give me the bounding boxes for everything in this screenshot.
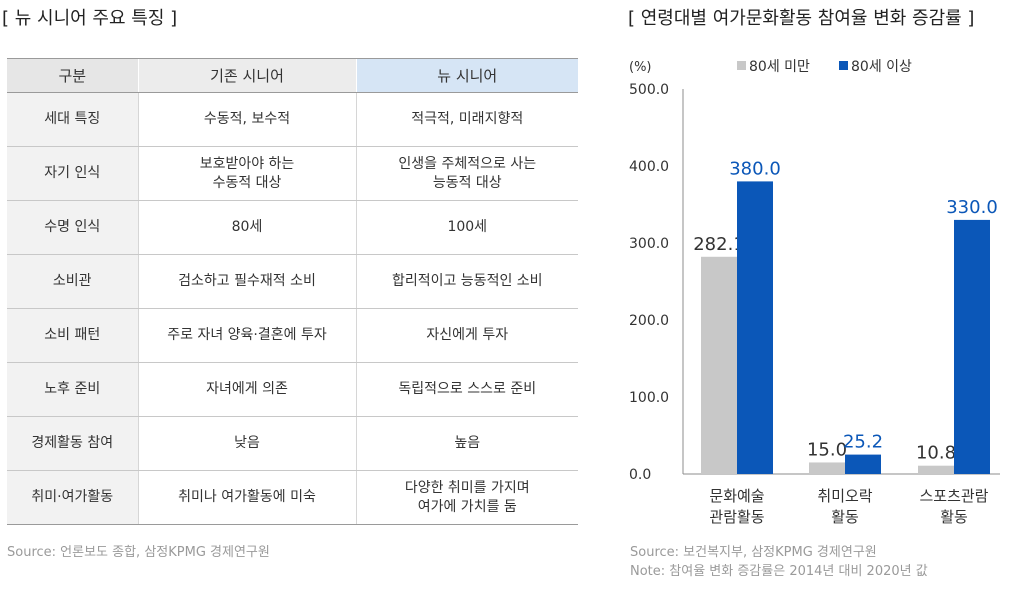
header-category: 구분 (7, 58, 138, 93)
table-row: 세대 특징 수동적, 보수적 적극적, 미래지향적 (7, 92, 578, 147)
table-row: 경제활동 참여 낮음 높음 (7, 416, 578, 471)
y-tick-label: 300.0 (629, 236, 669, 252)
bar (737, 181, 773, 474)
chart-note-text: Note: 참여율 변화 증감률은 2014년 대비 2020년 값 (630, 564, 928, 579)
row-header-cell: 소비 패턴 (7, 308, 138, 363)
x-tick-label: 취미오락 (817, 487, 872, 505)
table-row: 자기 인식 보호받아야 하는 수동적 대상 인생을 주체적으로 사는 능동적 대상 (7, 146, 578, 201)
data-label: 282.1 (693, 234, 745, 255)
new-senior-cell: 다양한 취미를 가지며 여가에 가치를 둠 (355, 470, 578, 525)
existing-senior-cell: 수동적, 보수적 (137, 92, 356, 147)
legend-label: 80세 이상 (851, 59, 912, 75)
y-tick-label: 100.0 (629, 390, 669, 406)
new-senior-cell: 높음 (355, 416, 578, 471)
data-label: 330.0 (946, 197, 998, 218)
table-title: [ 뉴 시니어 주요 특징 ] (2, 8, 178, 29)
existing-senior-cell: 자녀에게 의존 (137, 362, 356, 417)
existing-senior-cell: 취미나 여가활동에 미숙 (137, 470, 356, 525)
data-label: 15.0 (807, 439, 847, 460)
bar (845, 454, 881, 474)
y-tick-label: 500.0 (629, 82, 669, 98)
legend-swatch (839, 61, 848, 70)
table-row: 노후 준비 자녀에게 의존 독립적으로 스스로 준비 (7, 362, 578, 417)
row-header-cell: 자기 인식 (7, 146, 138, 201)
chart-title: [ 연령대별 여가문화활동 참여율 변화 증감률 ] (628, 8, 975, 29)
new-senior-cell: 합리적이고 능동적인 소비 (355, 254, 578, 309)
table-row: 취미·여가활동 취미나 여가활동에 미숙 다양한 취미를 가지며 여가에 가치를 둠 (7, 470, 578, 525)
x-tick-label: 문화예술 (709, 487, 764, 505)
row-header-cell: 취미·여가활동 (7, 470, 138, 525)
x-tick-label: 활동 (831, 508, 859, 526)
table-row: 소비관 검소하고 필수재적 소비 합리적이고 능동적인 소비 (7, 254, 578, 309)
chart-source-text: Source: 보건복지부, 삼정KPMG 경제연구원 (630, 545, 877, 560)
table-row: 소비 패턴 주로 자녀 양육·결혼에 투자 자신에게 투자 (7, 308, 578, 363)
y-unit-label: (%) (629, 60, 652, 75)
bar (954, 219, 990, 474)
x-tick-label: 스포츠관람 (919, 487, 988, 505)
existing-senior-cell: 80세 (137, 200, 356, 255)
new-senior-cell: 자신에게 투자 (355, 308, 578, 363)
data-label: 380.0 (729, 158, 781, 179)
row-header-cell: 노후 준비 (7, 362, 138, 417)
new-senior-cell: 독립적으로 스스로 준비 (355, 362, 578, 417)
row-header-cell: 세대 특징 (7, 92, 138, 147)
x-tick-label: 관람활동 (709, 508, 764, 526)
chart-source: Source: 보건복지부, 삼정KPMG 경제연구원 Note: 참여율 변화… (630, 543, 928, 581)
data-label: 25.2 (843, 432, 883, 453)
y-tick-label: 400.0 (629, 159, 669, 175)
legend-swatch (737, 61, 746, 70)
bar (701, 256, 737, 474)
new-senior-cell: 인생을 주체적으로 사는 능동적 대상 (355, 146, 578, 201)
comparison-table: 구분 기존 시니어 뉴 시니어 세대 특징 수동적, 보수적 적극적, 미래지향적 자… (7, 58, 578, 525)
table-header-row: 구분 기존 시니어 뉴 시니어 (7, 58, 578, 93)
existing-senior-cell: 낮음 (137, 416, 356, 471)
header-existing-senior: 기존 시니어 (137, 58, 356, 93)
existing-senior-cell: 보호받아야 하는 수동적 대상 (137, 146, 356, 201)
bar (809, 462, 845, 474)
table-source: Source: 언론보도 종합, 삼정KPMG 경제연구원 (7, 545, 270, 560)
row-header-cell: 경제활동 참여 (7, 416, 138, 471)
row-header-cell: 소비관 (7, 254, 138, 309)
y-tick-label: 0.0 (629, 467, 651, 483)
table-row: 수명 인식 80세 100세 (7, 200, 578, 255)
new-senior-cell: 적극적, 미래지향적 (355, 92, 578, 147)
bar (918, 465, 954, 474)
data-label: 10.8 (916, 443, 956, 464)
existing-senior-cell: 검소하고 필수재적 소비 (137, 254, 356, 309)
y-tick-label: 200.0 (629, 313, 669, 329)
row-header-cell: 수명 인식 (7, 200, 138, 255)
legend-label: 80세 미만 (749, 59, 810, 75)
header-new-senior: 뉴 시니어 (355, 58, 578, 93)
x-tick-label: 활동 (940, 508, 968, 526)
new-senior-cell: 100세 (355, 200, 578, 255)
existing-senior-cell: 주로 자녀 양육·결혼에 투자 (137, 308, 356, 363)
